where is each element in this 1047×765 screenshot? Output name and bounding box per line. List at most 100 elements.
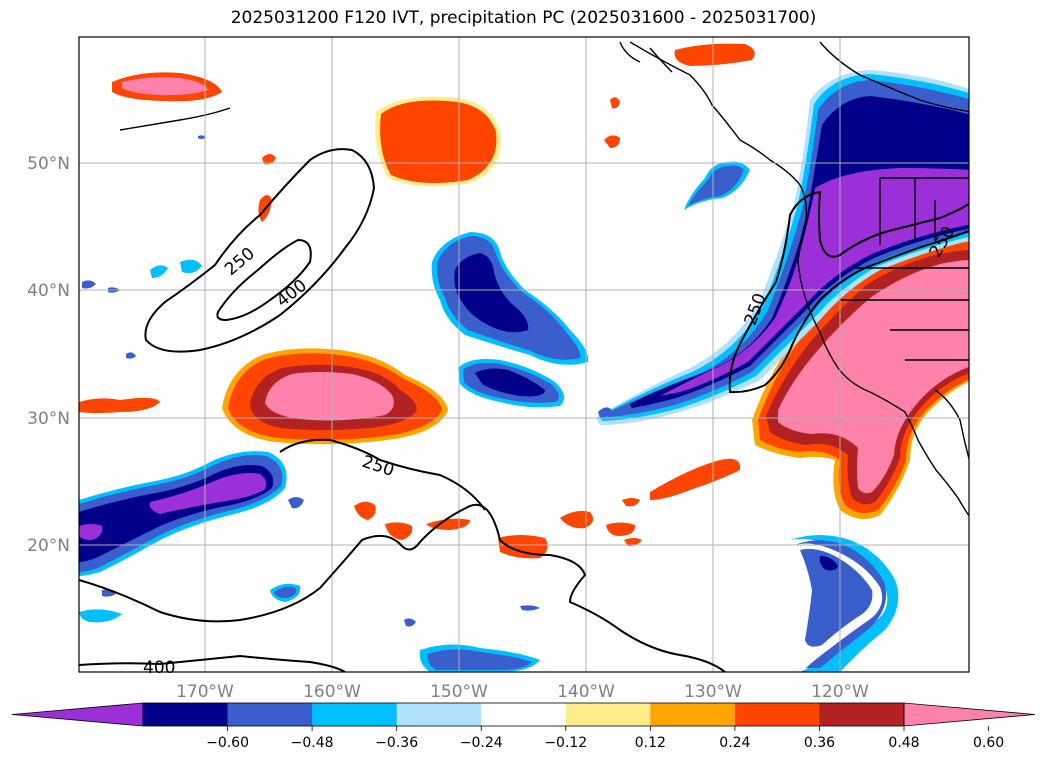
orange-field (380, 100, 497, 184)
coastlines (119, 41, 969, 518)
orange-field (606, 522, 636, 536)
lon-label: 130°W (684, 682, 742, 702)
colorbar-tick-label: −0.12 (544, 735, 587, 751)
coastline (840, 267, 969, 361)
orange-field (674, 43, 755, 66)
map-title: 2025031200 F120 IVT, precipitation PC (2… (230, 8, 817, 28)
orange-field (498, 535, 548, 559)
orange-field (624, 538, 642, 546)
orange-field (560, 510, 594, 529)
blue-field (598, 407, 612, 418)
colorbar: −0.60 −0.48 −0.36 −0.24 −0.12 0.12 0.24 0.36 0.4… (11, 702, 1036, 751)
lon-label: 160°W (303, 682, 361, 702)
blue-field (82, 280, 96, 289)
map-frame (78, 36, 970, 673)
orange-field (650, 458, 741, 500)
lon-tick-labels: 170°W 160°W 150°W 140°W 130°W 120°W (176, 682, 869, 702)
colorbar-swatch (227, 703, 313, 726)
ivt-contour-250 (144, 148, 376, 353)
pink-field (778, 260, 969, 494)
lat-tick-labels: 50°N 40°N 30°N 20°N (27, 154, 70, 556)
orange-field (610, 97, 620, 109)
colorbar-swatch (481, 703, 567, 726)
coastline (819, 41, 969, 113)
colorbar-swatch (396, 703, 482, 726)
lat-label: 20°N (27, 536, 70, 556)
colorbar-extend-high (903, 702, 1036, 727)
blue-field (819, 556, 838, 571)
colorbar-swatch (650, 703, 736, 726)
orange-field (79, 397, 160, 413)
orange-field (385, 522, 413, 540)
blue-field (436, 236, 581, 360)
graticule (79, 37, 969, 672)
blue-field (790, 535, 899, 672)
blue-field (660, 168, 969, 396)
colorbar-tick-label: −0.24 (460, 735, 503, 751)
coastline (934, 389, 969, 462)
orange-field (354, 501, 376, 520)
blue-field (79, 609, 122, 623)
colorbar-swatches (11, 702, 1036, 727)
precip-fields (79, 43, 969, 672)
ivt-contour-250-south (79, 503, 726, 672)
contour-label: 250 (359, 452, 396, 481)
map-area (79, 37, 969, 672)
orange-field (426, 518, 470, 530)
blue-field (288, 497, 304, 509)
blue-field (274, 586, 297, 598)
blue-field (795, 540, 887, 668)
colorbar-tick-label: 0.12 (635, 735, 666, 751)
orange-field (262, 154, 276, 165)
blue-field (180, 259, 202, 274)
colorbar-ticks: −0.60 −0.48 −0.36 −0.24 −0.12 0.12 0.24 0.36 0.4… (206, 726, 1004, 751)
orange-field (604, 135, 620, 148)
colorbar-extend-low (11, 702, 144, 727)
lon-label: 170°W (176, 682, 234, 702)
purple-field (79, 524, 103, 540)
blue-field (427, 649, 532, 670)
colorbar-tick-label: −0.60 (206, 735, 249, 751)
lon-label: 140°W (557, 682, 615, 702)
orange-field (622, 498, 640, 507)
colorbar-tick-label: 0.48 (888, 735, 919, 751)
colorbar-tick-label: 0.60 (973, 735, 1004, 751)
coastline (119, 107, 231, 131)
colorbar-tick-label: −0.36 (375, 735, 418, 751)
pink-field (122, 77, 208, 96)
blue-field (404, 618, 416, 627)
blue-field (475, 368, 545, 397)
colorbar-swatch (734, 703, 820, 726)
colorbar-frame (142, 702, 905, 727)
ivt-contour-250-west-coast (728, 190, 969, 394)
purple-field (149, 473, 267, 514)
contour-label: 400 (273, 276, 311, 312)
lat-label: 50°N (27, 154, 70, 174)
ivt-contours (79, 148, 969, 672)
blue-field (126, 352, 136, 359)
colorbar-tick-label: −0.48 (291, 735, 334, 751)
colorbar-swatch (565, 703, 651, 726)
pink-field (265, 372, 394, 421)
colorbar-swatch (819, 703, 905, 726)
colorbar-swatch (312, 703, 398, 726)
blue-field (454, 253, 529, 333)
blue-field (198, 135, 206, 139)
coastline (879, 177, 969, 245)
coastline (619, 41, 673, 73)
lon-label: 120°W (811, 682, 869, 702)
lon-label: 150°W (430, 682, 488, 702)
colorbar-swatch (143, 703, 229, 726)
ivt-contour-250-south (279, 438, 486, 511)
blue-field (688, 165, 744, 206)
ivt-contour-400 (216, 238, 312, 322)
coastline (629, 41, 969, 518)
blue-field (150, 265, 168, 278)
colorbar-tick-label: 0.36 (804, 735, 835, 751)
ivt-contour-400-south (79, 654, 346, 672)
colorbar-tick-label: 0.24 (719, 735, 750, 751)
blue-field (520, 605, 540, 611)
lat-label: 40°N (27, 281, 70, 301)
contour-label: 400 (143, 658, 175, 678)
